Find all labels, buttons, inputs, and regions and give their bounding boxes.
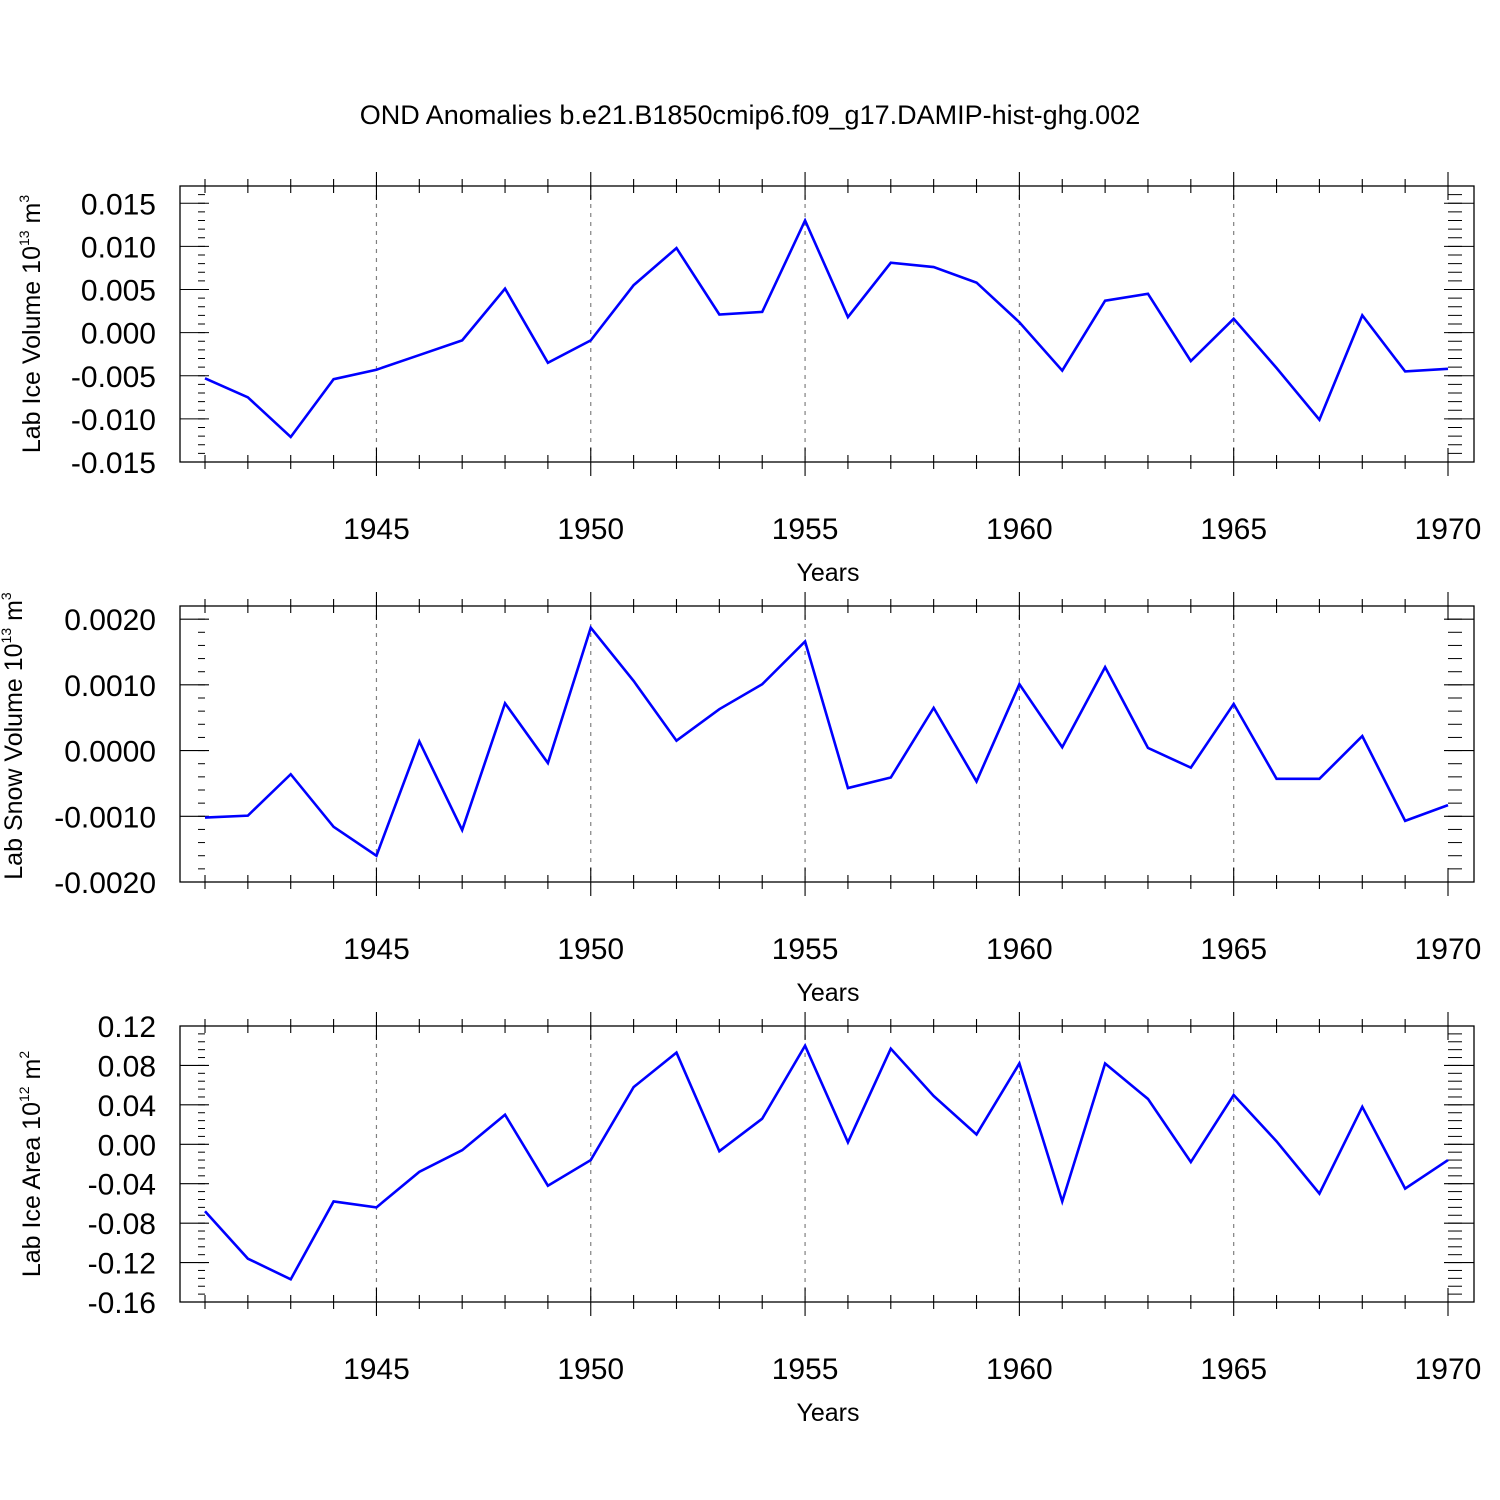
y-axis-label: Lab Ice Volume 1013 m3 [16, 195, 46, 453]
x-tick-label: 1960 [986, 513, 1053, 546]
x-tick-label: 1945 [343, 1353, 410, 1386]
chart-panel-1: 1945 1950 1955 1960 1965 1970 -0.015 -0.010 -0.0… [16, 172, 1481, 587]
x-tick-label: 1965 [1200, 513, 1267, 546]
y-tick-label: -0.0010 [54, 801, 156, 834]
y-tick-label: -0.0020 [54, 867, 156, 900]
y-tick-label: 0.000 [81, 318, 156, 351]
y-tick-label: -0.12 [88, 1248, 156, 1281]
x-tick-label: 1955 [772, 933, 839, 966]
x-axis-label: Years [796, 979, 859, 1007]
x-tick-label: 1945 [343, 933, 410, 966]
x-tick-label: 1955 [772, 513, 839, 546]
plot-frame [179, 605, 1475, 883]
y-tick-label: -0.04 [88, 1169, 156, 1202]
y-tick-label: 0.0020 [64, 604, 156, 637]
chart-panel-3: 1945 1950 1955 1960 1965 1970 -0.16 -0.12 -0.08 -… [16, 1011, 1481, 1427]
y-axis-label: Lab Snow Volume 1013 m3 [0, 592, 28, 880]
plot-frame [179, 1025, 1475, 1303]
x-tick-label: 1955 [772, 1353, 839, 1386]
panels: 1945 1950 1955 1960 1965 1970 -0.015 -0.010 -0.0… [0, 172, 1481, 1427]
figure-title: OND Anomalies b.e21.B1850cmip6.f09_g17.D… [360, 100, 1140, 130]
x-tick-label: 1945 [343, 513, 410, 546]
y-tick-label: -0.015 [71, 447, 156, 480]
series-line [204, 624, 1449, 858]
x-tick-label: 1950 [557, 1353, 624, 1386]
y-tick-label: 0.08 [98, 1050, 156, 1083]
y-tick-label: -0.005 [71, 361, 156, 394]
y-tick-label: 0.0000 [64, 736, 156, 769]
series-line [204, 217, 1449, 439]
x-tick-label: 1950 [557, 933, 624, 966]
y-tick-label: 0.0010 [64, 670, 156, 703]
y-tick-label: -0.16 [88, 1287, 156, 1320]
x-tick-label: 1970 [1415, 513, 1482, 546]
x-tick-label: 1970 [1415, 1353, 1482, 1386]
y-tick-label: 0.015 [81, 188, 156, 221]
series-line [204, 1042, 1449, 1282]
y-tick-label: 0.010 [81, 231, 156, 264]
x-tick-label: 1960 [986, 933, 1053, 966]
x-tick-label: 1960 [986, 1353, 1053, 1386]
y-tick-label: 0.005 [81, 275, 156, 308]
x-axis-label: Years [796, 1399, 859, 1427]
chart-panel-2: 1945 1950 1955 1960 1965 1970 -0.0020 -0.0010 0.… [0, 592, 1481, 1007]
x-tick-label: 1970 [1415, 933, 1482, 966]
y-tick-label: 0.00 [98, 1129, 156, 1162]
y-tick-label: 0.12 [98, 1011, 156, 1044]
x-tick-label: 1965 [1200, 933, 1267, 966]
plot-frame [179, 185, 1475, 463]
y-axis-label: Lab Ice Area 1012 m2 [16, 1051, 46, 1278]
x-tick-label: 1950 [557, 513, 624, 546]
y-tick-label: -0.010 [71, 404, 156, 437]
x-axis-label: Years [796, 559, 859, 587]
y-tick-label: 0.04 [98, 1090, 156, 1123]
y-tick-label: -0.08 [88, 1208, 156, 1241]
x-tick-label: 1965 [1200, 1353, 1267, 1386]
